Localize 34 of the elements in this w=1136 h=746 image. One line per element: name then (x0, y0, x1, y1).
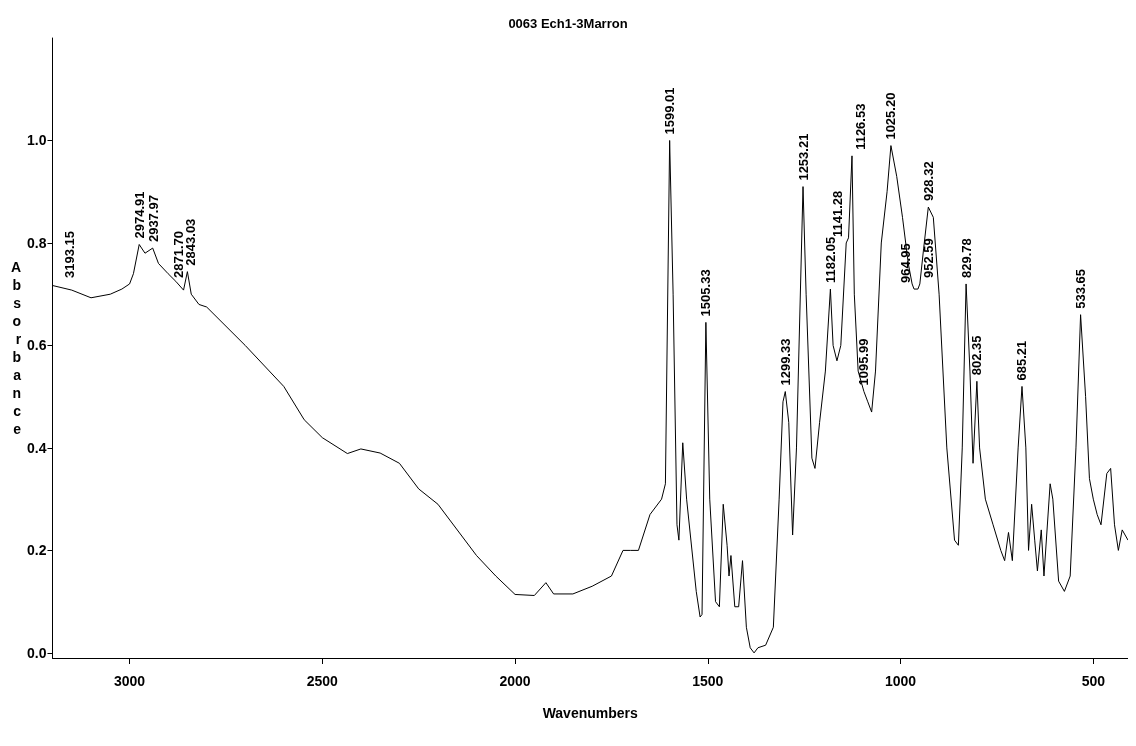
annotation: 685.21 (1014, 340, 1030, 381)
text: Absorbance (10, 259, 22, 437)
x-tick-label: 1500 (692, 673, 724, 689)
y-tick-label: 0.0 (27, 644, 47, 661)
y-tick-label: 1.0 (27, 132, 47, 149)
x-tick-label: 2500 (306, 673, 339, 689)
annotation: 928.32 (920, 161, 936, 202)
annotation: 829.78 (958, 238, 974, 278)
annotation: 1505.33 (698, 269, 714, 317)
annotation: 2974.91 (131, 191, 147, 239)
x-tick-label: 1000 (884, 673, 917, 689)
x-tick-label: 3000 (113, 673, 146, 689)
y-tick-label: 0.2 (27, 542, 47, 559)
annotation: 1095.99 (856, 338, 872, 386)
annotation: 952.59 (920, 238, 936, 278)
annotation: 1025.20 (883, 92, 899, 140)
annotation: 3193.15 (61, 230, 77, 278)
annotation: 1182.05 (822, 236, 838, 284)
annotation: 964.95 (897, 243, 913, 284)
annotation: 2937.97 (145, 195, 161, 243)
annotation: 1299.33 (777, 338, 793, 386)
annotation: 802.35 (969, 335, 985, 376)
y-tick-label: 0.6 (27, 337, 47, 354)
annotation: 1253.21 (795, 133, 811, 181)
annotation: 1126.53 (853, 103, 869, 150)
annotation: 1599.01 (662, 87, 678, 135)
chart-title: 0063 Ech1-3Marron (508, 16, 628, 31)
annotation: 533.65 (1073, 268, 1089, 309)
x-axis-title: Wavenumbers (542, 705, 639, 721)
x-tick-label: 500 (1081, 673, 1106, 689)
x-tick-label: 2000 (499, 673, 531, 689)
y-tick-label: 0.4 (27, 439, 47, 456)
annotation: 1141.28 (829, 190, 845, 237)
y-tick-label: 0.8 (27, 234, 47, 251)
